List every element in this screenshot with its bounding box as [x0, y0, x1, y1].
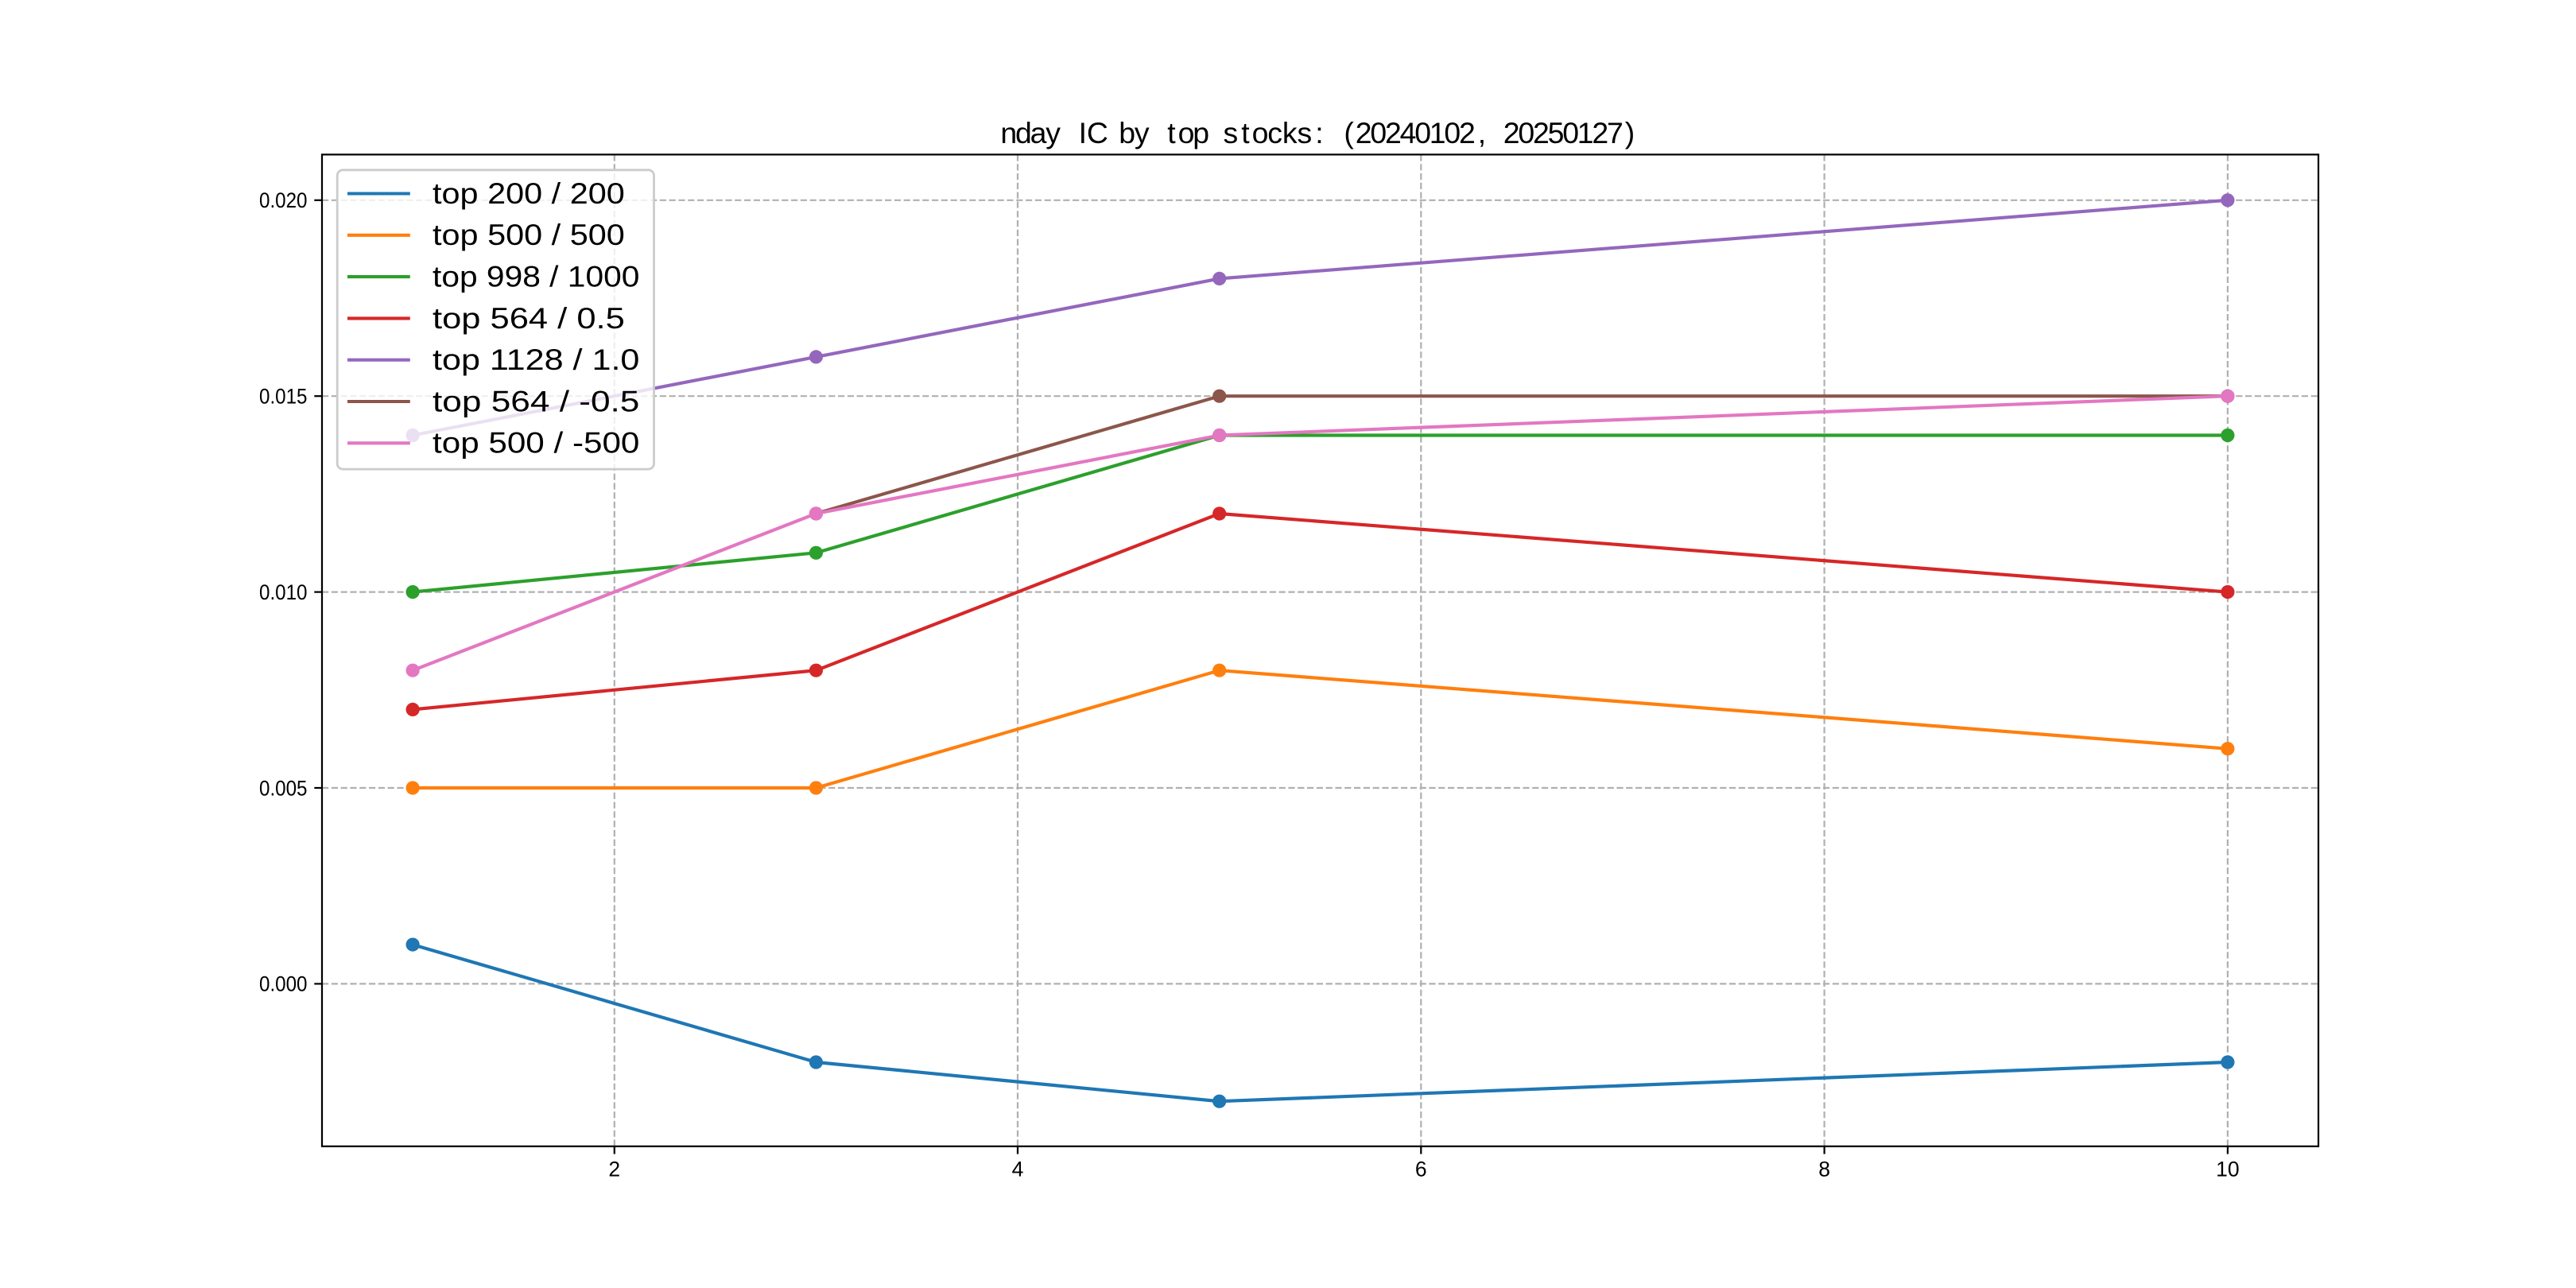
svg-text:4: 4 [1012, 1158, 1024, 1181]
svg-text:0.000: 0.000 [259, 972, 308, 996]
svg-text:top 564 / 0.5: top 564 / 0.5 [433, 301, 625, 335]
svg-text:top 500 / -500: top 500 / -500 [433, 426, 639, 460]
svg-text:0.020: 0.020 [259, 188, 308, 212]
svg-text:0.005: 0.005 [259, 776, 308, 800]
svg-text:top 564 / -0.5: top 564 / -0.5 [433, 384, 639, 417]
svg-text:nday IC by top stocks: (202401: nday IC by top stocks: (20240102, 202501… [1000, 116, 1635, 149]
svg-text:top 200 / 200: top 200 / 200 [433, 177, 625, 210]
svg-text:top 500 / 500: top 500 / 500 [433, 218, 625, 251]
svg-text:0.010: 0.010 [259, 580, 308, 604]
svg-text:top 998 / 1000: top 998 / 1000 [433, 260, 639, 293]
svg-text:top 1128 / 1.0: top 1128 / 1.0 [433, 343, 639, 376]
svg-text:2: 2 [608, 1158, 620, 1181]
svg-text:10: 10 [2216, 1158, 2239, 1181]
svg-text:0.015: 0.015 [259, 385, 308, 409]
svg-text:6: 6 [1415, 1158, 1427, 1181]
svg-text:8: 8 [1818, 1158, 1830, 1181]
